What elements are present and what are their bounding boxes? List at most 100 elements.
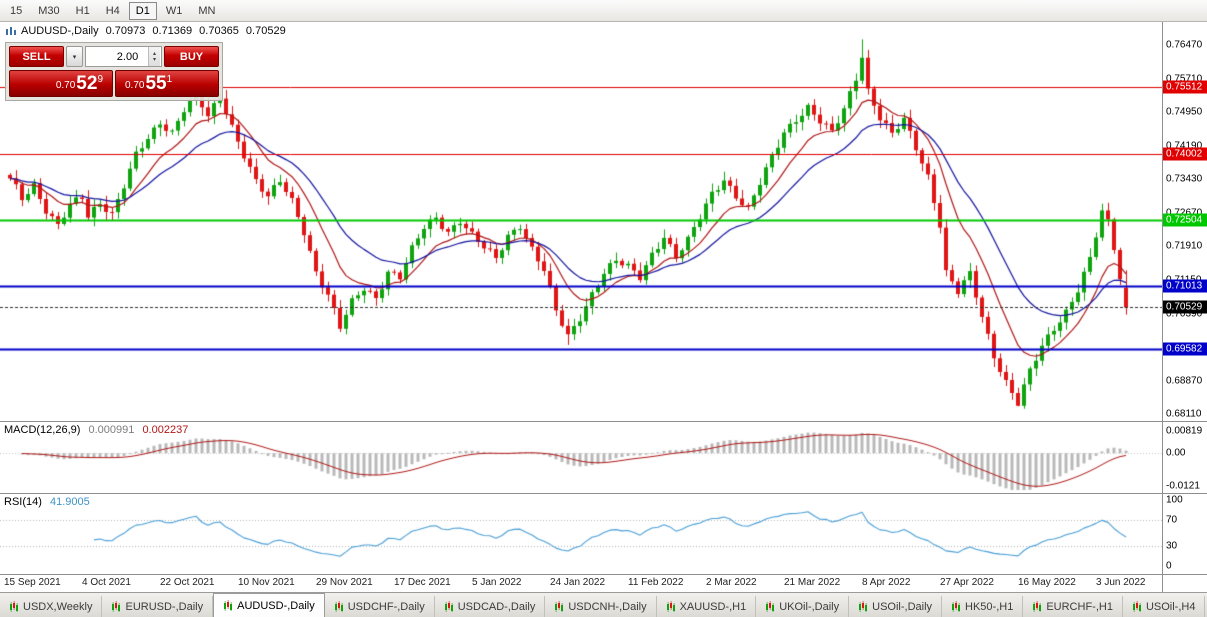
date-label: 11 Feb 2022 — [628, 577, 684, 588]
volume-field-wrap: ▴ ▾ — [85, 46, 162, 67]
sell-price-display[interactable]: 0.70 52 9 — [9, 70, 113, 97]
chart-tab-usdcnh-daily[interactable]: USDCNH-,Daily — [545, 596, 657, 617]
chart-tab-ukoil-daily[interactable]: UKOil-,Daily — [756, 596, 850, 617]
candlestick-icon — [223, 600, 233, 611]
level-price-label: 0.74002 — [1163, 147, 1207, 161]
level-price-label: 0.71013 — [1163, 279, 1207, 293]
candlestick-icon — [111, 601, 121, 612]
date-label: 17 Dec 2021 — [394, 577, 451, 588]
macd-main-value: 0.000991 — [88, 424, 135, 436]
chart-tab-xauusd-h1[interactable]: XAUUSD-,H1 — [657, 596, 757, 617]
rsi-axis[interactable]: 100 70 30 0 — [1162, 494, 1207, 574]
chart-tab-hk50-h1[interactable]: HK50-,H1 — [942, 596, 1024, 617]
chart-symbol-period: AUDUSD-,Daily — [21, 25, 99, 37]
timeframe-button-m30[interactable]: M30 — [31, 2, 66, 20]
chart-tab-usdcad-daily[interactable]: USDCAD-,Daily — [435, 596, 546, 617]
candlestick-icon — [9, 601, 19, 612]
chart-icon — [6, 26, 16, 36]
date-label: 27 Apr 2022 — [940, 577, 994, 588]
chart-tab-audusd-daily[interactable]: AUDUSD-,Daily — [213, 593, 325, 617]
level-price-label: 0.75512 — [1163, 80, 1207, 94]
buy-price-prefix: 0.70 — [125, 80, 145, 91]
chart-tab-usoil-h4[interactable]: USOil-,H4 — [1123, 596, 1206, 617]
buy-button[interactable]: BUY — [164, 46, 219, 67]
rsi-canvas — [0, 494, 1162, 574]
ohlc-close: 0.70529 — [245, 25, 286, 37]
volume-increase-button[interactable]: ▴ — [152, 50, 156, 57]
current-price-label: 0.70529 — [1163, 300, 1207, 314]
sell-price-prefix: 0.70 — [55, 80, 76, 91]
buy-price-pip-digit: 1 — [166, 74, 173, 85]
rsi-scale-label: 100 — [1166, 494, 1183, 506]
rsi-scale-label: 30 — [1166, 540, 1178, 552]
price-pane: AUDUSD-,Daily 0.70973 0.71369 0.70365 0.… — [0, 22, 1207, 422]
price-axis-label: 0.71910 — [1166, 240, 1203, 252]
macd-scale-zero: 0.00 — [1166, 447, 1186, 459]
price-axis-label: 0.76470 — [1166, 39, 1203, 51]
timeframe-button-15[interactable]: 15 — [3, 2, 29, 20]
candlestick-icon — [334, 601, 344, 612]
rsi-value: 41.9005 — [49, 496, 90, 508]
macd-axis[interactable]: 0.00819 0.00 -0.0121 — [1162, 422, 1207, 493]
date-label: 29 Nov 2021 — [316, 577, 373, 588]
timeframe-button-w1[interactable]: W1 — [159, 2, 190, 20]
chart-tab-usoil-daily[interactable]: USOil-,Daily — [849, 596, 943, 617]
price-axis-label: 0.68870 — [1166, 375, 1203, 387]
chart-tab-usdx-weekly[interactable]: USDX,Weekly — [0, 596, 103, 617]
chart-tab-label: USDX,Weekly — [23, 600, 93, 613]
chart-tab-usdchf-daily[interactable]: USDCHF-,Daily — [325, 596, 435, 617]
price-axis-label: 0.73430 — [1166, 173, 1203, 185]
macd-scale-top: 0.00819 — [1166, 425, 1203, 437]
ohlc-open: 0.70973 — [105, 25, 146, 37]
buy-price-big-digits: 55 — [145, 73, 167, 94]
date-label: 3 Jun 2022 — [1096, 577, 1146, 588]
chart-tab-label: HK50-,H1 — [965, 600, 1014, 613]
volume-input[interactable] — [86, 47, 161, 66]
date-label: 8 Apr 2022 — [862, 577, 911, 588]
timeframe-button-h1[interactable]: H1 — [69, 2, 97, 20]
buy-price-display[interactable]: 0.70 55 1 — [115, 70, 219, 97]
level-price-label: 0.69582 — [1163, 342, 1207, 356]
chart-tab-eurchf-h1[interactable]: EURCHF-,H1 — [1023, 596, 1123, 617]
timeframe-button-d1[interactable]: D1 — [128, 1, 157, 20]
rsi-name: RSI(14) — [4, 496, 42, 508]
candlestick-icon — [554, 601, 564, 612]
price-axis-label: 0.74190 — [1166, 140, 1203, 152]
price-axis-label: 0.75710 — [1166, 73, 1203, 85]
date-label: 15 Sep 2021 — [4, 577, 61, 588]
date-label: 24 Jan 2022 — [550, 577, 606, 588]
price-axis[interactable]: 0.76470 0.75710 0.74950 0.74190 0.73430 0.726… — [1162, 22, 1207, 421]
chart-tab-label: USDCNH-,Daily — [568, 600, 647, 613]
date-label: 4 Oct 2021 — [82, 577, 131, 588]
rsi-label: RSI(14) 41.9005 — [4, 496, 90, 508]
volume-dropdown-button[interactable]: ▾ — [66, 46, 83, 67]
rsi-scale-label: 70 — [1166, 514, 1178, 526]
date-label: 10 Nov 2021 — [238, 577, 295, 588]
volume-spinner: ▴ ▾ — [148, 47, 160, 66]
price-axis-label: 0.68110 — [1166, 408, 1202, 420]
candlestick-icon — [951, 601, 961, 612]
macd-signal-value: 0.002237 — [142, 424, 189, 436]
sell-price-big-digits: 52 — [76, 73, 98, 94]
chart-tab-label: USOil-,Daily — [872, 600, 933, 613]
timeframe-toolbar: 15 M30 H1 H4 D1 W1 MN — [0, 0, 1207, 22]
macd-label: MACD(12,26,9) 0.000991 0.002237 — [4, 424, 188, 436]
timeframe-button-mn[interactable]: MN — [191, 2, 222, 20]
chart-tab-label: EURCHF-,H1 — [1046, 600, 1113, 613]
date-axis-corner — [1162, 575, 1207, 593]
volume-decrease-button[interactable]: ▾ — [152, 56, 156, 63]
date-label: 22 Oct 2021 — [160, 577, 215, 588]
candlestick-icon — [765, 601, 775, 612]
sell-button[interactable]: SELL — [9, 46, 64, 67]
ohlc-low: 0.70365 — [199, 25, 239, 37]
timeframe-button-h4[interactable]: H4 — [99, 2, 127, 20]
date-axis[interactable]: 15 Sep 2021 4 Oct 2021 22 Oct 2021 10 Nov 2… — [0, 575, 1207, 593]
chart-window: AUDUSD-,Daily 0.70973 0.71369 0.70365 0.… — [0, 22, 1207, 593]
macd-canvas — [0, 422, 1162, 493]
chart-tab-eurusd-daily[interactable]: EURUSD-,Daily — [102, 596, 214, 617]
date-label: 21 Mar 2022 — [784, 577, 841, 588]
candlestick-icon — [1132, 601, 1142, 612]
chart-tab-label: USOil-,H4 — [1145, 600, 1196, 613]
candlestick-icon — [1032, 601, 1042, 612]
